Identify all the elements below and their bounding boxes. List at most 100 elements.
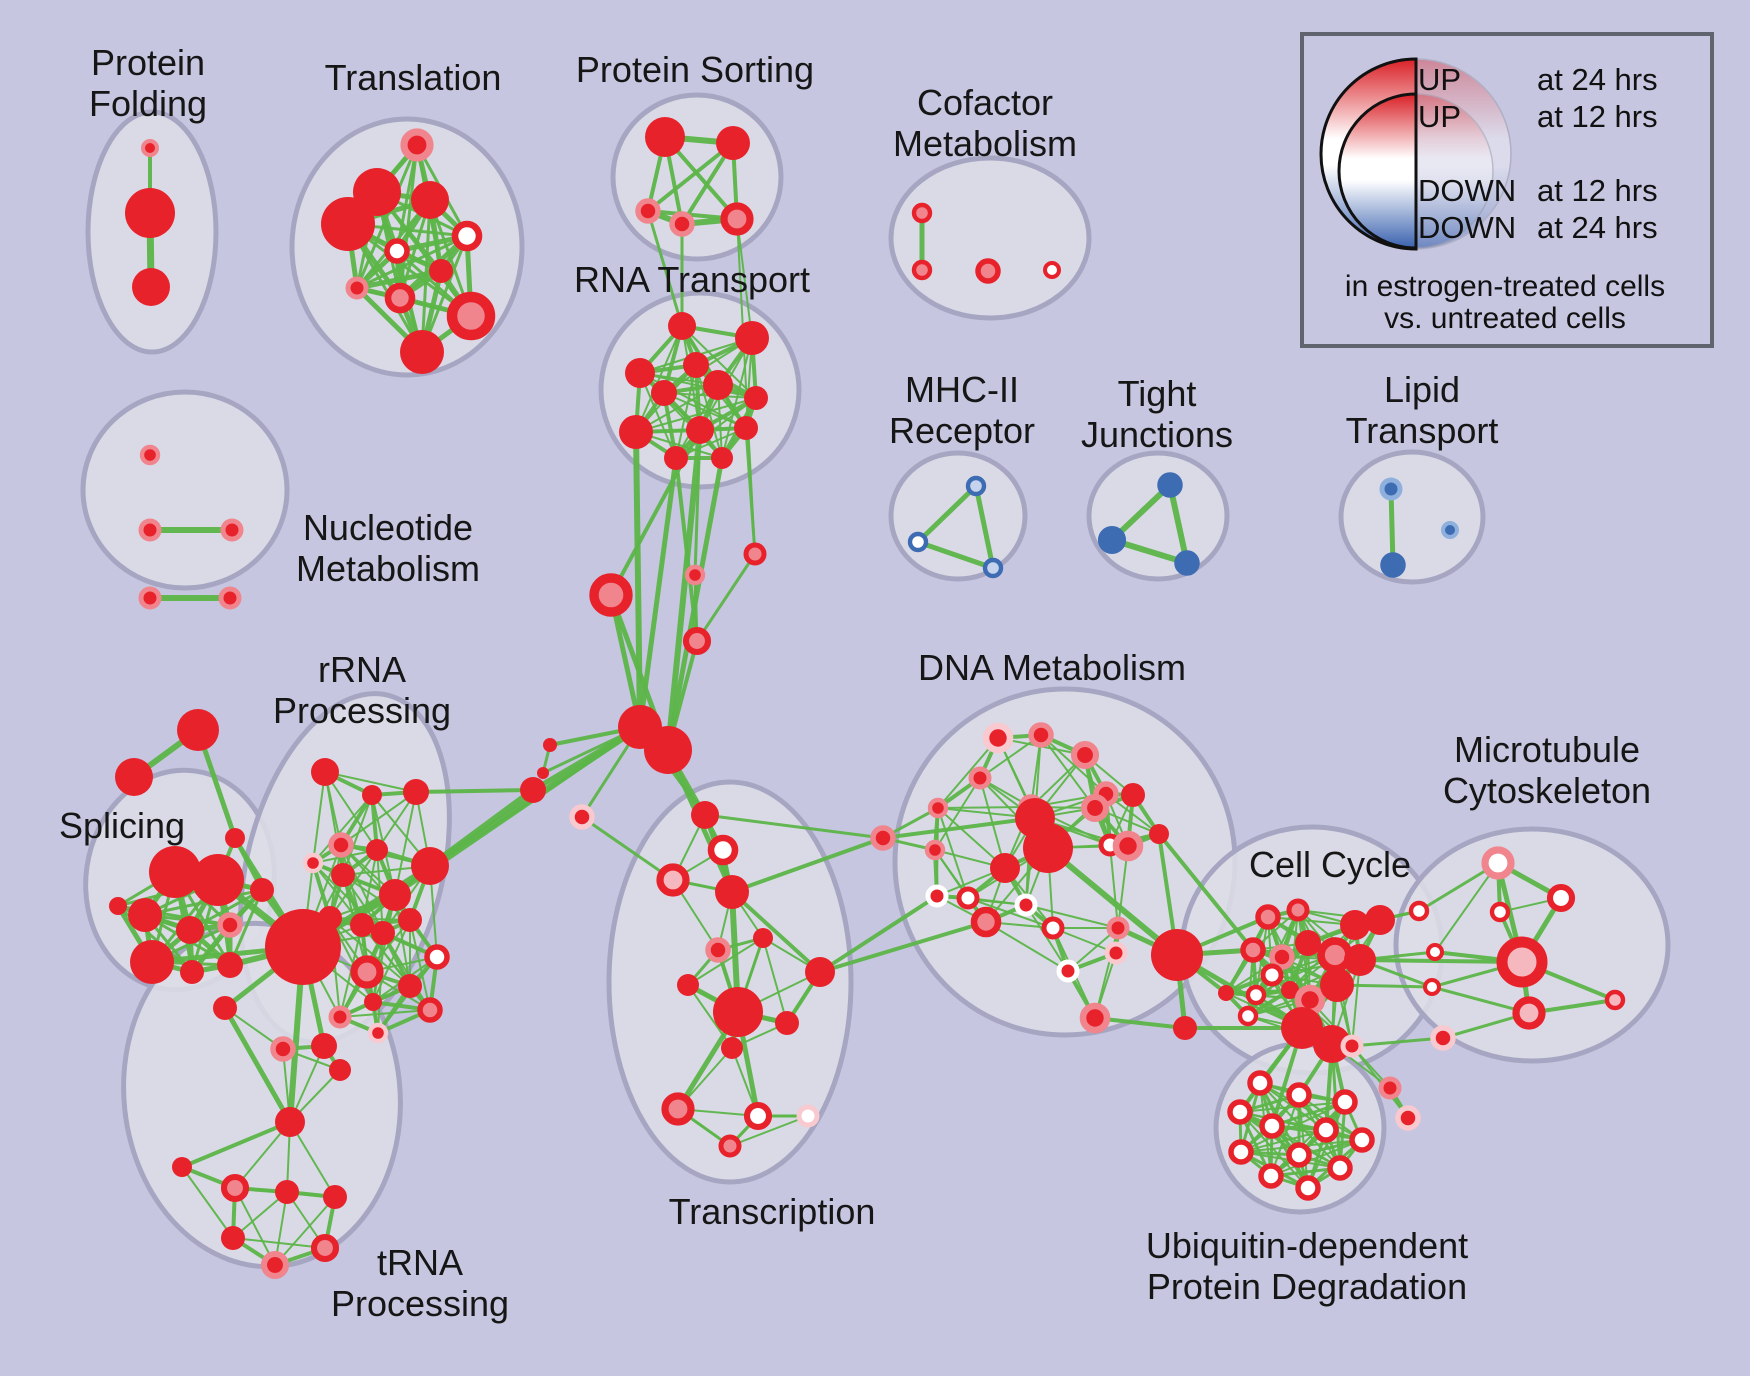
network-node-ubq[interactable] — [1332, 1089, 1358, 1115]
network-node-dna[interactable] — [968, 766, 992, 790]
network-node-spl[interactable] — [128, 898, 162, 932]
network-node-dna[interactable] — [1104, 941, 1128, 965]
network-node-rrna[interactable] — [362, 785, 382, 805]
network-node-rnat[interactable] — [664, 446, 688, 470]
network-node-lip[interactable] — [1441, 521, 1459, 539]
network-node-dna[interactable] — [1112, 830, 1144, 862]
network-node-rnat[interactable] — [735, 321, 769, 355]
network-node-fold[interactable] — [132, 268, 170, 306]
network-node-trc[interactable] — [753, 928, 773, 948]
network-node-trans[interactable] — [384, 238, 410, 264]
network-node-trna[interactable] — [270, 1036, 296, 1062]
network-node-cc[interactable] — [1340, 910, 1370, 940]
network-node-rnat[interactable] — [651, 380, 677, 406]
network-node-dna[interactable] — [970, 906, 1002, 938]
network-node-ubq[interactable] — [1286, 1142, 1312, 1168]
network-node-cof[interactable] — [1043, 261, 1061, 279]
network-node-rnat[interactable] — [703, 370, 733, 400]
network-node-bridge[interactable] — [1151, 929, 1203, 981]
network-node-hub[interactable] — [743, 542, 767, 566]
network-node-rrna[interactable] — [265, 909, 341, 985]
network-node-dna[interactable] — [1106, 916, 1130, 940]
network-node-trc[interactable] — [721, 1037, 743, 1059]
network-node-dna[interactable] — [1121, 783, 1145, 807]
network-node-rnat[interactable] — [625, 358, 655, 388]
network-node-trans[interactable] — [384, 282, 416, 314]
network-node-tri[interactable] — [225, 828, 245, 848]
network-node-trc[interactable] — [691, 801, 719, 829]
network-node-fold[interactable] — [141, 139, 159, 157]
network-node-dna[interactable] — [924, 839, 946, 861]
network-node-dna[interactable] — [1014, 893, 1038, 917]
network-node-cof[interactable] — [975, 258, 1001, 284]
network-node-spl[interactable] — [217, 952, 243, 978]
network-node-trna[interactable] — [329, 1059, 351, 1081]
network-node-trna[interactable] — [311, 1033, 337, 1059]
network-node-dna[interactable] — [990, 853, 1020, 883]
network-node-ubq[interactable] — [1349, 1127, 1375, 1153]
network-node-bridge[interactable] — [1173, 1016, 1197, 1040]
network-node-cc[interactable] — [1269, 944, 1295, 970]
network-node-cc[interactable] — [1255, 904, 1281, 930]
network-node-cc[interactable] — [1281, 1007, 1323, 1049]
network-node-hub[interactable] — [684, 564, 706, 586]
network-node-nuc[interactable] — [218, 586, 242, 610]
network-node-nuc[interactable] — [138, 586, 162, 610]
network-node-cc[interactable] — [1237, 1005, 1259, 1027]
network-node-trans[interactable] — [345, 276, 369, 300]
network-node-cc[interactable] — [1260, 963, 1284, 987]
network-node-mhc[interactable] — [982, 557, 1004, 579]
network-node-dna[interactable] — [1080, 793, 1110, 823]
network-node-dna[interactable] — [925, 884, 949, 908]
network-node-cc[interactable] — [1281, 981, 1299, 999]
network-node-ubq[interactable] — [1259, 1113, 1285, 1139]
network-node-trc[interactable] — [656, 863, 690, 897]
network-node-hub[interactable] — [537, 767, 549, 779]
network-node-trna[interactable] — [275, 1180, 299, 1204]
network-node-rnat[interactable] — [686, 416, 714, 444]
network-node-rrna[interactable] — [371, 921, 395, 945]
network-node-rnat[interactable] — [683, 352, 709, 378]
network-node-spl[interactable] — [149, 846, 201, 898]
network-node-trans[interactable] — [446, 291, 496, 341]
network-node-mt[interactable] — [1512, 996, 1546, 1030]
network-node-cc[interactable] — [1320, 968, 1354, 1002]
network-node-cc[interactable] — [1395, 1105, 1421, 1131]
network-node-mt[interactable] — [1604, 989, 1626, 1011]
network-node-trans[interactable] — [451, 220, 483, 252]
network-node-spl[interactable] — [250, 878, 274, 902]
network-node-hub[interactable] — [569, 804, 595, 830]
network-node-rrna[interactable] — [411, 847, 449, 885]
network-node-mhc[interactable] — [907, 531, 929, 553]
network-node-cc[interactable] — [1218, 985, 1234, 1001]
network-node-cc[interactable] — [1286, 898, 1310, 922]
network-node-cc[interactable] — [1313, 1025, 1351, 1063]
network-node-rrna[interactable] — [379, 879, 411, 911]
network-node-cc[interactable] — [1295, 930, 1321, 956]
network-node-rnat[interactable] — [734, 416, 758, 440]
network-node-nuc[interactable] — [220, 518, 244, 542]
network-node-cc[interactable] — [1344, 944, 1376, 976]
network-node-rrna[interactable] — [328, 1005, 352, 1029]
network-node-ubq[interactable] — [1228, 1139, 1254, 1165]
network-node-trna[interactable] — [310, 1233, 340, 1263]
network-node-rrna[interactable] — [350, 955, 384, 989]
network-node-trna[interactable] — [323, 1185, 347, 1209]
network-node-rrna[interactable] — [302, 852, 324, 874]
network-node-ubq[interactable] — [1247, 1070, 1273, 1096]
network-node-lip[interactable] — [1380, 552, 1406, 578]
network-node-rrna[interactable] — [311, 758, 339, 786]
network-node-dna[interactable] — [927, 797, 949, 819]
network-node-trc[interactable] — [775, 1011, 799, 1035]
network-node-rrna[interactable] — [424, 944, 450, 970]
network-node-trc[interactable] — [743, 1101, 773, 1131]
network-node-mt[interactable] — [1426, 943, 1444, 961]
network-node-dna[interactable] — [1041, 916, 1065, 940]
network-node-sort[interactable] — [716, 126, 750, 160]
network-node-trans[interactable] — [429, 259, 453, 283]
network-node-ubq[interactable] — [1227, 1099, 1253, 1125]
network-node-ubq[interactable] — [1313, 1117, 1339, 1143]
network-node-ubq[interactable] — [1258, 1163, 1284, 1189]
network-node-cc[interactable] — [1365, 905, 1395, 935]
network-node-trans[interactable] — [400, 128, 434, 162]
